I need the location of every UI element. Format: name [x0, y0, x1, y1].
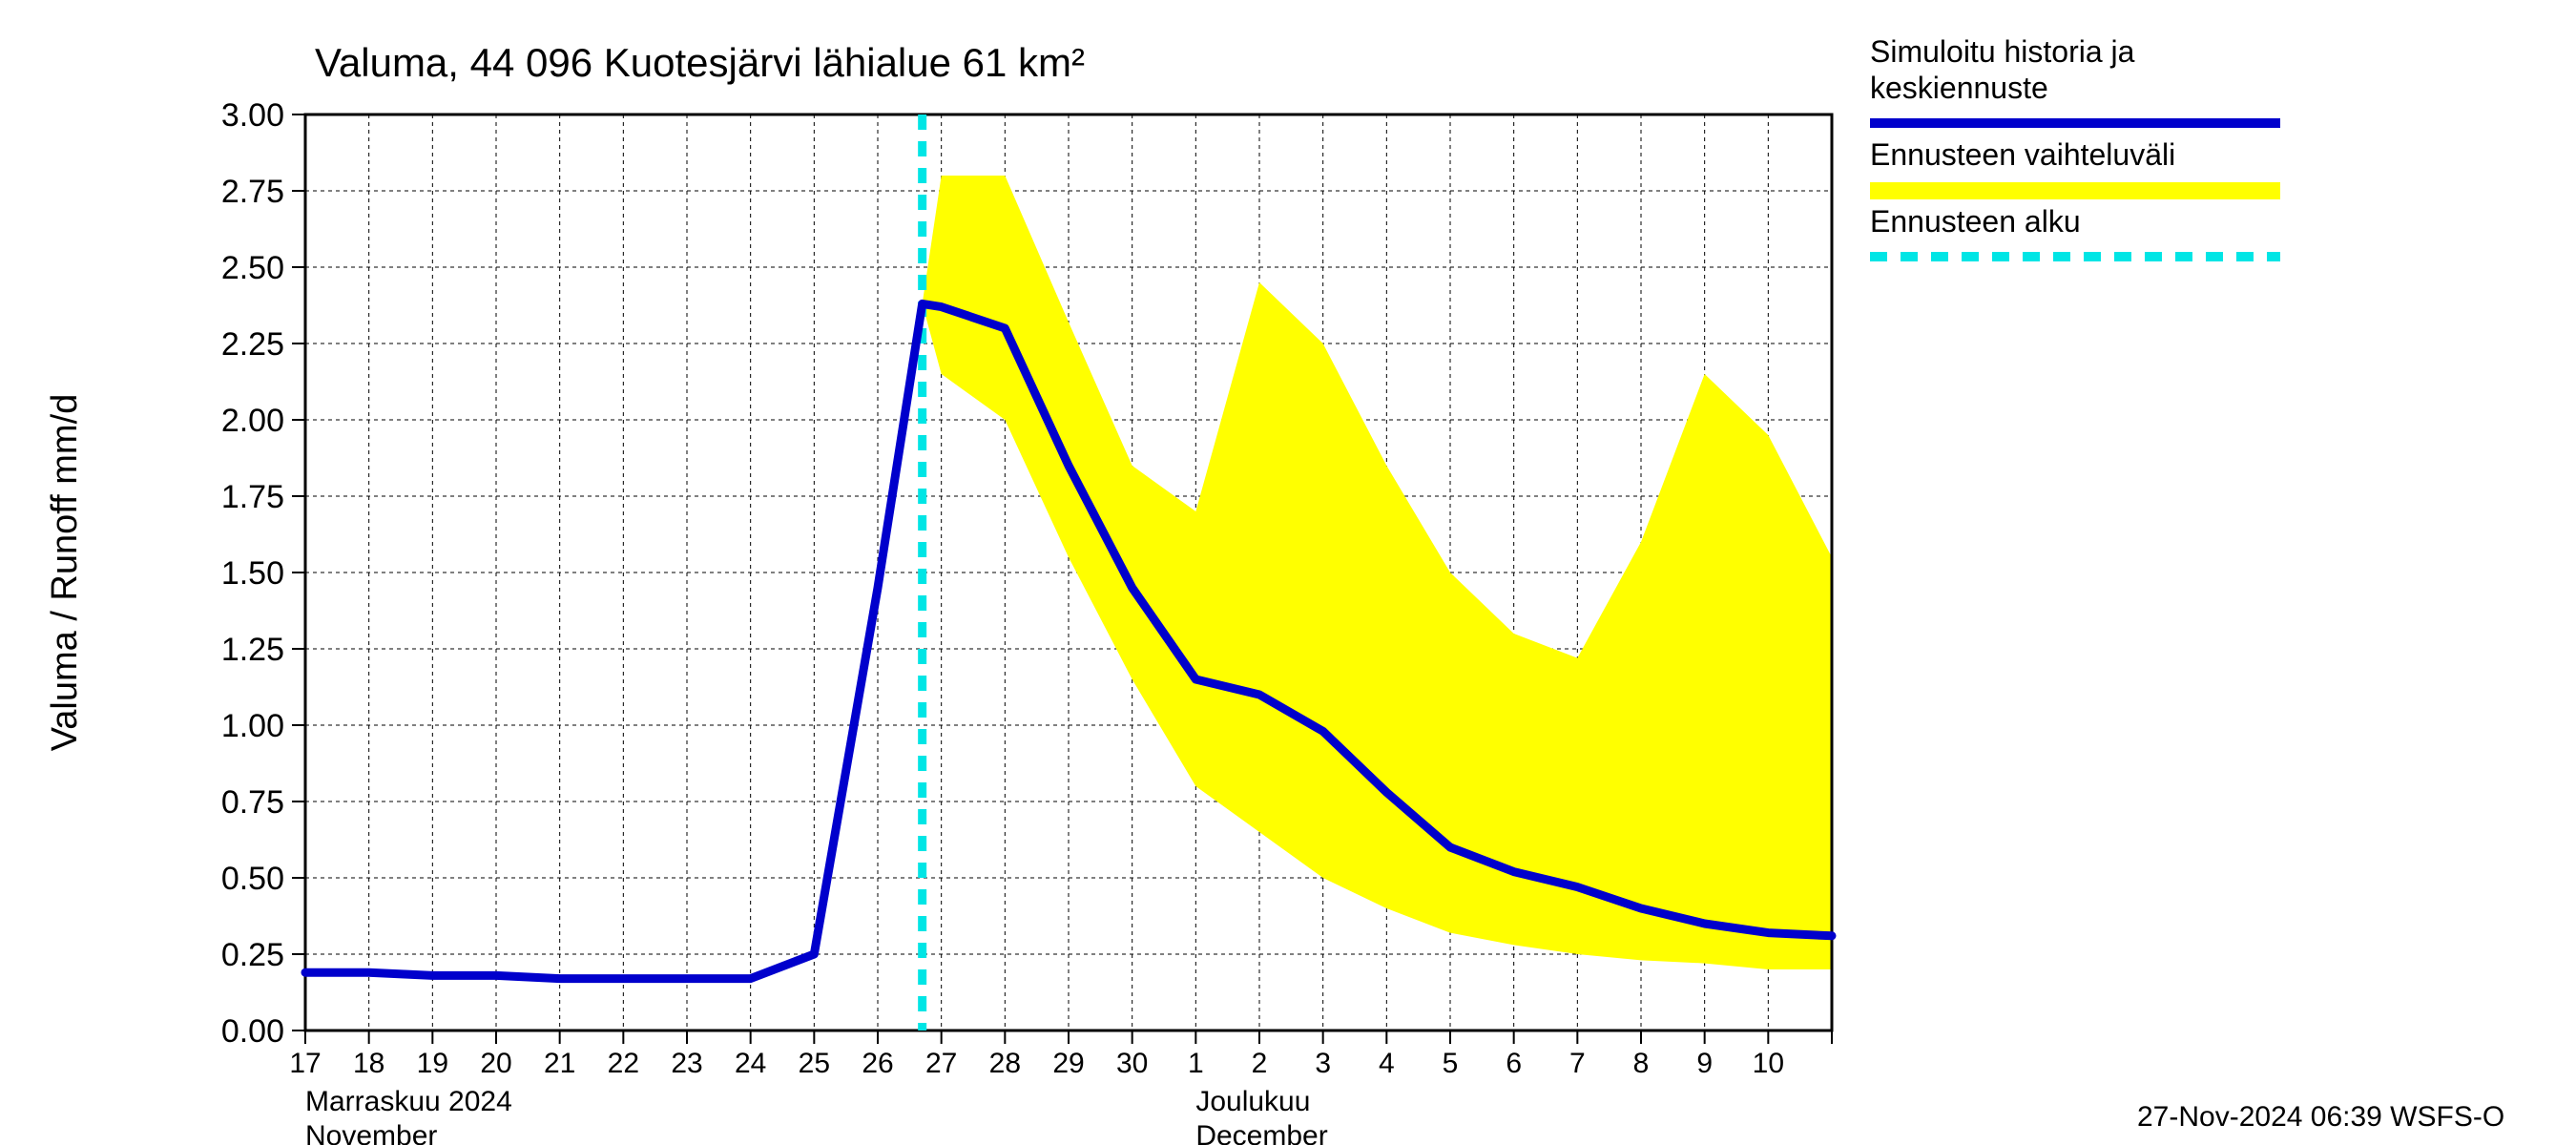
svg-text:17: 17 — [289, 1048, 321, 1079]
svg-text:0.50: 0.50 — [221, 861, 284, 897]
svg-text:27-Nov-2024 06:39 WSFS-O: 27-Nov-2024 06:39 WSFS-O — [2137, 1101, 2504, 1133]
svg-text:1.00: 1.00 — [221, 708, 284, 744]
svg-text:1.50: 1.50 — [221, 555, 284, 592]
svg-text:30: 30 — [1116, 1048, 1148, 1079]
svg-text:27: 27 — [925, 1048, 957, 1079]
svg-text:23: 23 — [671, 1048, 702, 1079]
svg-text:10: 10 — [1753, 1048, 1784, 1079]
svg-text:8: 8 — [1633, 1048, 1650, 1079]
svg-text:2.75: 2.75 — [221, 174, 284, 210]
svg-text:Valuma / Runoff mm/d: Valuma / Runoff mm/d — [45, 394, 85, 752]
svg-text:Ennusteen vaihteluväli: Ennusteen vaihteluväli — [1870, 137, 2175, 172]
svg-text:0.75: 0.75 — [221, 784, 284, 821]
svg-text:28: 28 — [989, 1048, 1021, 1079]
svg-text:3: 3 — [1315, 1048, 1331, 1079]
svg-text:Valuma, 44 096 Kuotesjärvi läh: Valuma, 44 096 Kuotesjärvi lähialue 61 k… — [315, 40, 1085, 85]
svg-text:1.75: 1.75 — [221, 479, 284, 515]
svg-text:December: December — [1195, 1120, 1327, 1145]
svg-text:2.50: 2.50 — [221, 250, 284, 286]
svg-text:1.25: 1.25 — [221, 632, 284, 668]
svg-text:2: 2 — [1252, 1048, 1268, 1079]
chart-svg: 0.00 0.25 0.50 0.75 1.00 1.25 1.50 1.75 2.00 2.25… — [0, 0, 2576, 1145]
svg-text:2.00: 2.00 — [221, 403, 284, 439]
svg-text:keskiennuste: keskiennuste — [1870, 71, 2048, 105]
svg-text:5: 5 — [1443, 1048, 1459, 1079]
svg-text:9: 9 — [1696, 1048, 1713, 1079]
svg-text:7: 7 — [1569, 1048, 1586, 1079]
svg-text:20: 20 — [480, 1048, 511, 1079]
svg-text:25: 25 — [799, 1048, 830, 1079]
svg-text:0.00: 0.00 — [221, 1013, 284, 1050]
svg-text:0.25: 0.25 — [221, 937, 284, 973]
svg-text:Marraskuu 2024: Marraskuu 2024 — [305, 1086, 512, 1117]
svg-text:3.00: 3.00 — [221, 97, 284, 134]
svg-text:November: November — [305, 1120, 437, 1145]
svg-text:1: 1 — [1188, 1048, 1204, 1079]
svg-text:19: 19 — [417, 1048, 448, 1079]
svg-text:Ennusteen alku: Ennusteen alku — [1870, 204, 2081, 239]
svg-text:2.25: 2.25 — [221, 326, 284, 363]
svg-text:24: 24 — [735, 1048, 766, 1079]
svg-text:4: 4 — [1379, 1048, 1395, 1079]
svg-text:Joulukuu: Joulukuu — [1195, 1086, 1310, 1117]
svg-text:29: 29 — [1052, 1048, 1084, 1079]
svg-text:18: 18 — [353, 1048, 384, 1079]
svg-text:22: 22 — [608, 1048, 639, 1079]
svg-text:26: 26 — [862, 1048, 893, 1079]
svg-text:6: 6 — [1506, 1048, 1522, 1079]
svg-text:21: 21 — [544, 1048, 575, 1079]
svg-text:Simuloitu historia ja: Simuloitu historia ja — [1870, 34, 2135, 69]
chart-container: 0.00 0.25 0.50 0.75 1.00 1.25 1.50 1.75 2.00 2.25… — [0, 0, 2576, 1145]
